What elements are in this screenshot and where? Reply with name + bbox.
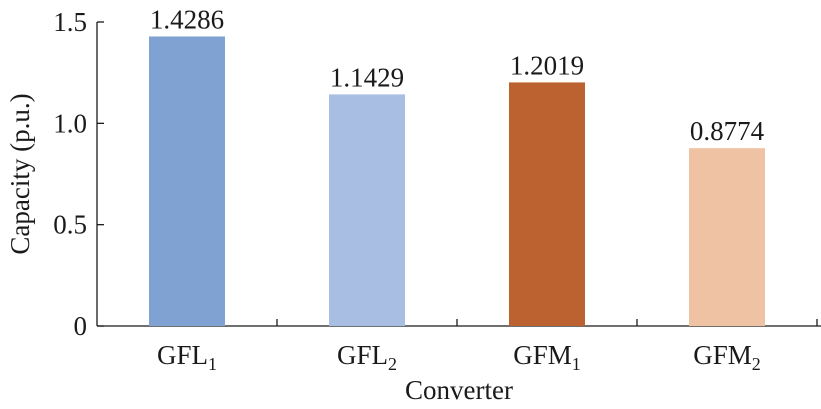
bars [149,36,765,327]
y-tick-label: 0 [74,311,88,341]
category-label: GFL2 [337,340,397,374]
category-label: GFL1 [157,340,217,374]
category-label: GFM2 [693,340,761,374]
x-ticks [276,319,818,326]
y-axis-title: Capacity (p.u.) [5,93,35,254]
bar [149,36,225,327]
bar [329,94,405,326]
data-label: 1.2019 [510,50,584,80]
y-tick-label: 1.5 [53,7,87,37]
y-tick-label: 0.5 [53,210,87,240]
y-ticks: 0 0.5 1.0 1.5 [53,7,104,341]
category-label: GFM1 [513,340,581,374]
data-label: 1.4286 [150,4,224,34]
data-label: 1.1429 [330,62,404,92]
bar [509,82,585,326]
data-label: 0.8774 [690,116,765,146]
data-labels: 1.4286 1.1429 1.2019 0.8774 [150,4,765,146]
y-tick-label: 1.0 [53,108,87,138]
category-labels: GFL1 GFL2 GFM1 GFM2 [157,340,761,374]
x-axis-title: Converter [405,375,513,405]
bar [689,148,765,326]
